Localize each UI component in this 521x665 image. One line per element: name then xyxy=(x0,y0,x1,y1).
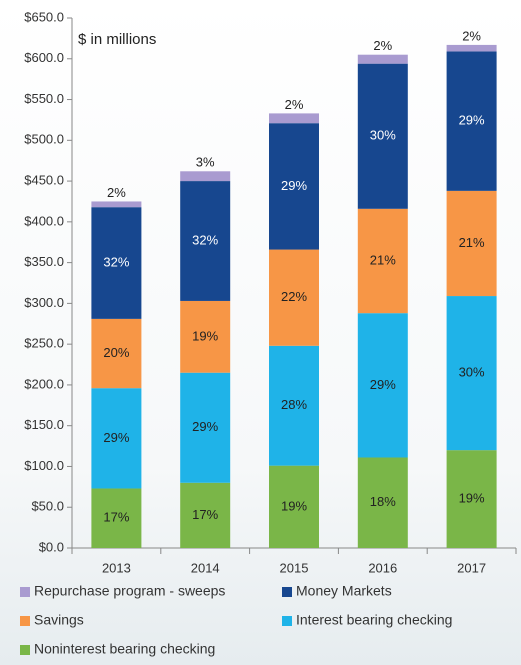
bar-segment xyxy=(180,181,231,301)
bar-segment xyxy=(180,482,231,548)
data-label: 30% xyxy=(370,128,396,143)
data-label: 32% xyxy=(103,254,129,269)
bar-segment xyxy=(446,450,497,548)
data-label: 32% xyxy=(192,232,218,247)
bar-segment xyxy=(446,190,497,297)
data-label: 29% xyxy=(370,377,396,392)
bar-segment xyxy=(91,488,142,548)
data-label: 28% xyxy=(281,397,307,412)
data-label: 2% xyxy=(107,185,126,200)
legend-swatch xyxy=(20,645,30,655)
y-tick-label: $150.0 xyxy=(24,417,64,432)
bar-segment xyxy=(269,345,319,466)
bar-segment xyxy=(269,465,319,548)
data-label: 21% xyxy=(370,252,396,267)
data-label: 18% xyxy=(370,494,396,509)
data-label: 30% xyxy=(459,365,485,380)
data-label: 19% xyxy=(281,498,307,513)
legend-label: Repurchase program - sweeps xyxy=(34,583,225,599)
data-label: 17% xyxy=(192,507,218,522)
y-tick-label: $600.0 xyxy=(24,50,64,65)
data-label: 3% xyxy=(196,155,215,170)
y-tick-label: $450.0 xyxy=(24,173,64,188)
annotation: $ in millions xyxy=(78,31,156,48)
data-label: 19% xyxy=(459,491,485,506)
bar-segment xyxy=(180,300,231,373)
x-tick-label: 2015 xyxy=(280,560,309,575)
bar-segment xyxy=(269,249,319,346)
bar-segment xyxy=(357,313,408,458)
y-tick-label: $500.0 xyxy=(24,132,64,147)
x-tick-label: 2016 xyxy=(368,560,397,575)
data-label: 29% xyxy=(192,419,218,434)
data-label: 2% xyxy=(285,97,304,112)
y-tick-label: $0.0 xyxy=(39,539,64,554)
bar-segment xyxy=(446,296,497,451)
bar-segment xyxy=(357,208,408,314)
bar-segment xyxy=(269,123,319,250)
data-label: 2% xyxy=(373,38,392,53)
bar-segment xyxy=(357,63,408,209)
data-label: 2% xyxy=(462,28,481,43)
x-tick-label: 2013 xyxy=(102,560,131,575)
data-label: 29% xyxy=(103,430,129,445)
y-tick-label: $400.0 xyxy=(24,213,64,228)
y-tick-label: $200.0 xyxy=(24,376,64,391)
data-label: 22% xyxy=(281,289,307,304)
bar-segment xyxy=(446,51,497,191)
bar-segment xyxy=(91,201,142,208)
legend-label: Interest bearing checking xyxy=(296,612,452,628)
data-label: 17% xyxy=(103,510,129,525)
y-tick-label: $550.0 xyxy=(24,91,64,106)
bar-segment xyxy=(357,457,408,548)
legend-label: Noninterest bearing checking xyxy=(34,641,215,657)
data-label: 29% xyxy=(281,178,307,193)
bar-segment xyxy=(269,113,319,124)
y-tick-label: $50.0 xyxy=(31,499,64,514)
data-label: 29% xyxy=(459,113,485,128)
y-tick-label: $350.0 xyxy=(24,254,64,269)
bar-segment xyxy=(91,318,142,389)
legend-label: Savings xyxy=(34,612,84,628)
bar-segment xyxy=(446,44,497,52)
x-tick-label: 2014 xyxy=(191,560,220,575)
data-label: 21% xyxy=(459,235,485,250)
data-label: 20% xyxy=(103,345,129,360)
data-label: 19% xyxy=(192,328,218,343)
y-tick-label: $250.0 xyxy=(24,336,64,351)
bar-segment xyxy=(357,54,408,64)
bar-segment xyxy=(180,372,231,483)
legend-swatch xyxy=(20,587,30,597)
legend-swatch xyxy=(282,587,292,597)
legend-label: Money Markets xyxy=(296,583,392,599)
bar-segment xyxy=(91,207,142,319)
y-tick-label: $650.0 xyxy=(24,9,64,24)
y-tick-label: $100.0 xyxy=(24,458,64,473)
bar-segment xyxy=(180,171,231,182)
legend-swatch xyxy=(282,616,292,626)
x-tick-label: 2017 xyxy=(457,560,486,575)
bar-segment xyxy=(91,388,142,489)
legend-swatch xyxy=(20,616,30,626)
y-tick-label: $300.0 xyxy=(24,295,64,310)
